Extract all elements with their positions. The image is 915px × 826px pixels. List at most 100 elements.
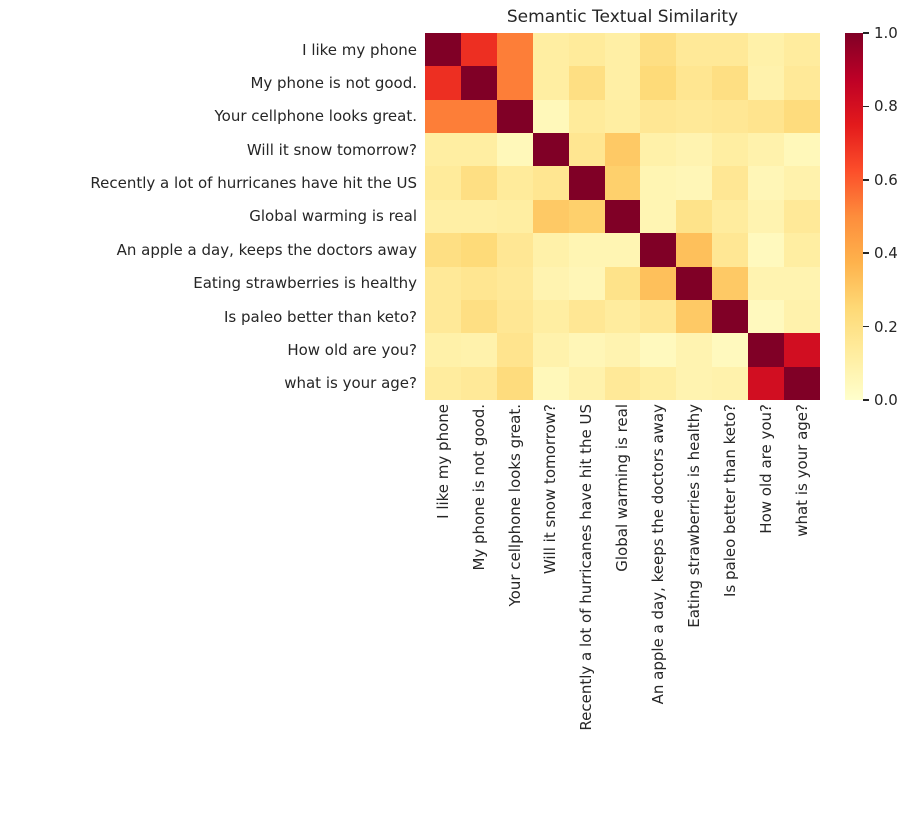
heatmap-cell <box>568 199 605 234</box>
heatmap-cell <box>460 333 497 367</box>
heatmap-cell <box>425 133 461 167</box>
colorbar-tick-mark <box>863 32 869 34</box>
y-axis-label: Will it snow tomorrow? <box>246 140 417 159</box>
heatmap-cell <box>460 299 497 334</box>
heatmap-cell <box>460 366 497 400</box>
heatmap-cell <box>496 66 533 100</box>
heatmap-cell <box>640 199 677 234</box>
heatmap-cell <box>676 66 713 100</box>
x-axis-label-slot: Is paleo better than keto? <box>712 404 748 597</box>
heatmap-cell <box>712 333 749 367</box>
heatmap-cell <box>568 233 605 267</box>
colorbar-tick-label: 0.8 <box>874 97 898 116</box>
heatmap-cell <box>568 133 605 167</box>
heatmap-cell <box>460 199 497 234</box>
heatmap-cell <box>532 199 569 234</box>
heatmap-cell <box>496 199 533 234</box>
heatmap-cell <box>640 133 677 167</box>
x-axis-label: My phone is not good. <box>469 404 488 571</box>
heatmap-cell <box>640 366 677 400</box>
heatmap-cell <box>748 366 785 400</box>
colorbar-tick-mark <box>863 105 869 108</box>
heatmap-cell <box>676 333 713 367</box>
heatmap-cell <box>425 199 461 234</box>
heatmap-cell <box>425 99 461 134</box>
heatmap-cell <box>532 99 569 134</box>
y-axis-label: An apple a day, keeps the doctors away <box>116 240 417 259</box>
heatmap-grid <box>425 33 820 400</box>
heatmap-cell <box>425 266 461 300</box>
heatmap-cell <box>748 133 785 167</box>
heatmap-cell <box>425 66 461 100</box>
heatmap-cell <box>784 233 820 267</box>
heatmap-cell <box>676 33 713 67</box>
heatmap-cell <box>784 266 820 300</box>
x-axis-label: Recently a lot of hurricanes have hit th… <box>577 404 596 731</box>
heatmap-cell <box>676 299 713 334</box>
heatmap-cell <box>712 66 749 100</box>
heatmap-cell <box>676 133 713 167</box>
colorbar-tick-label: 0.0 <box>874 391 898 409</box>
x-axis-label-slot: Recently a lot of hurricanes have hit th… <box>569 404 605 731</box>
heatmap-cell <box>425 333 461 367</box>
colorbar-tick-mark <box>863 179 869 181</box>
heatmap-cell <box>460 133 497 167</box>
chart-title: Semantic Textual Similarity <box>506 7 739 27</box>
x-axis-label: Will it snow tomorrow? <box>541 404 560 575</box>
heatmap-cell <box>748 233 785 267</box>
colorbar-tick-label: 0.6 <box>874 170 898 189</box>
heatmap-cell <box>532 266 569 300</box>
heatmap-cell <box>568 366 605 400</box>
heatmap-cell <box>604 299 641 334</box>
heatmap-cell <box>604 333 641 367</box>
heatmap-cell <box>604 33 641 67</box>
colorbar-tick-label: 1.0 <box>874 24 898 42</box>
heatmap-cell <box>676 99 713 134</box>
heatmap-cell <box>640 333 677 367</box>
heatmap-cell <box>460 66 497 100</box>
x-axis-label: Is paleo better than keto? <box>720 404 739 597</box>
heatmap-cell <box>425 33 461 67</box>
heatmap-cell <box>532 166 569 200</box>
heatmap-cell <box>568 299 605 334</box>
heatmap-cell <box>604 99 641 134</box>
heatmap-cell <box>604 133 641 167</box>
heatmap-cell <box>748 299 785 334</box>
heatmap-cell <box>604 166 641 200</box>
x-axis-label: what is your age? <box>792 404 811 537</box>
heatmap-cell <box>712 99 749 134</box>
x-axis-label-slot: Will it snow tomorrow? <box>533 404 569 574</box>
heatmap-cell <box>748 33 785 67</box>
x-axis-label: Eating strawberries is healthy <box>685 404 704 628</box>
heatmap-cell <box>496 99 533 134</box>
heatmap-cell <box>568 166 605 200</box>
heatmap-cell <box>784 199 820 234</box>
y-axis-label: Recently a lot of hurricanes have hit th… <box>90 174 417 193</box>
heatmap-cell <box>604 66 641 100</box>
heatmap-cell <box>460 166 497 200</box>
heatmap-cell <box>640 233 677 267</box>
heatmap-cell <box>425 166 461 200</box>
colorbar-tick-label: 0.4 <box>874 244 898 263</box>
y-axis-label: Global warming is real <box>249 207 417 226</box>
heatmap-cell <box>604 266 641 300</box>
heatmap-cell <box>568 99 605 134</box>
heatmap-cell <box>532 66 569 100</box>
x-axis-label-slot: I like my phone <box>425 404 461 519</box>
heatmap-cell <box>568 266 605 300</box>
y-axis-label: My phone is not good. <box>250 74 417 93</box>
heatmap-cell <box>640 299 677 334</box>
x-axis-label: Your cellphone looks great. <box>505 404 524 607</box>
x-axis-label: Global warming is real <box>613 404 632 572</box>
colorbar-tick-mark <box>863 399 869 401</box>
heatmap-cell <box>568 66 605 100</box>
heatmap-cell <box>676 199 713 234</box>
heatmap-cell <box>496 333 533 367</box>
heatmap-cell <box>748 266 785 300</box>
heatmap-cell <box>460 99 497 134</box>
y-axis-label: How old are you? <box>287 340 417 359</box>
heatmap-cell <box>568 33 605 67</box>
x-axis-label: An apple a day, keeps the doctors away <box>649 404 668 705</box>
colorbar-tick-label: 0.2 <box>874 317 898 336</box>
heatmap-cell <box>425 233 461 267</box>
